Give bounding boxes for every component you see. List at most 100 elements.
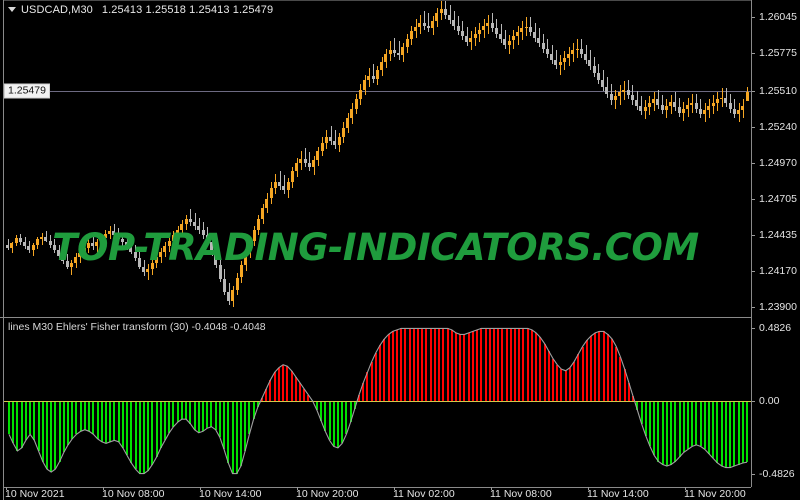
fisher-histogram-bar xyxy=(41,401,44,462)
fisher-histogram-bar xyxy=(303,388,306,401)
fisher-histogram-bar xyxy=(471,331,474,401)
candle-body xyxy=(541,43,545,49)
fisher-histogram-bar xyxy=(324,401,327,432)
fisher-histogram-bar xyxy=(450,329,453,401)
fisher-histogram-bar xyxy=(492,328,495,401)
candle-body xyxy=(120,239,124,243)
candle-body xyxy=(184,218,188,225)
fisher-histogram-bar xyxy=(261,397,264,401)
candle-body xyxy=(307,163,311,168)
fisher-histogram-bar xyxy=(298,382,301,401)
fisher-histogram-bar xyxy=(636,401,639,411)
candle-wick xyxy=(547,39,549,59)
fisher-histogram-bar xyxy=(366,372,369,401)
fisher-histogram-bar xyxy=(670,401,673,465)
candle-wick xyxy=(122,232,124,247)
candle-body xyxy=(337,137,341,146)
chevron-down-icon[interactable] xyxy=(8,6,16,12)
left-axis-border xyxy=(3,0,4,500)
price-axis-tick xyxy=(752,127,755,128)
fisher-histogram-bar xyxy=(113,401,116,441)
fisher-histogram-bar xyxy=(606,334,609,401)
candle-body xyxy=(82,247,86,253)
indicator-pane[interactable] xyxy=(4,318,751,487)
candle-body xyxy=(537,37,541,44)
fisher-histogram-bar xyxy=(649,401,651,447)
price-axis-label: 1.25510 xyxy=(759,85,797,97)
candle-body xyxy=(592,66,596,74)
fisher-histogram-bar xyxy=(155,401,158,457)
indicator-axis-label: 0.00 xyxy=(759,395,780,407)
candle-body xyxy=(469,37,473,42)
candle-body xyxy=(711,103,715,106)
candle-body xyxy=(686,104,689,109)
candle-body xyxy=(231,289,235,301)
price-axis[interactable]: 1.26045 1.25775 1.25510 1.25240 1.24970 1.247… xyxy=(752,0,800,317)
candle-body xyxy=(380,62,383,71)
time-axis-tick xyxy=(491,487,492,490)
candle-body xyxy=(511,36,515,41)
fisher-histogram-bar xyxy=(349,401,352,423)
fisher-histogram-bar xyxy=(214,401,217,430)
ohlc-values: 1.25413 1.25518 1.25413 1.25479 xyxy=(101,4,274,16)
fisher-histogram-bar xyxy=(345,401,348,435)
fisher-histogram-bar xyxy=(446,328,449,401)
fisher-histogram-bar xyxy=(674,401,677,462)
fisher-histogram-bar xyxy=(547,351,550,401)
fisher-histogram-bar xyxy=(67,401,70,445)
fisher-histogram-bar xyxy=(239,401,242,467)
candle-body xyxy=(452,20,456,26)
fisher-histogram-bar xyxy=(8,401,10,435)
fisher-histogram-bar xyxy=(577,354,580,401)
fisher-histogram-bar xyxy=(88,401,91,432)
fisher-histogram-bar xyxy=(151,401,154,465)
fisher-histogram-bar xyxy=(442,328,445,401)
time-axis-tick xyxy=(200,487,201,490)
candle-wick xyxy=(113,224,115,238)
candle-body xyxy=(494,28,498,34)
fisher-histogram-bar xyxy=(594,332,597,401)
candle-body xyxy=(392,50,396,53)
fisher-histogram-bar xyxy=(433,328,436,401)
fisher-histogram-bar xyxy=(395,329,398,401)
fisher-histogram-bar xyxy=(467,332,470,401)
fisher-histogram-bar xyxy=(703,401,706,450)
candle-body xyxy=(65,261,69,267)
candle-body xyxy=(486,22,490,26)
candle-body xyxy=(74,257,77,263)
candle-body xyxy=(57,250,60,256)
candle-body xyxy=(197,225,201,230)
fisher-histogram-bar xyxy=(235,401,238,474)
candle-body xyxy=(728,103,732,109)
candle-body xyxy=(405,39,409,48)
candle-body xyxy=(108,231,111,234)
fisher-histogram-bar xyxy=(455,332,458,401)
candle-body xyxy=(567,54,570,59)
fisher-histogram-bar xyxy=(62,401,65,453)
candle-body xyxy=(244,252,247,266)
time-axis[interactable]: 10 Nov 2021 10 Nov 08:00 10 Nov 14:00 10 No… xyxy=(0,487,800,500)
candle-body xyxy=(282,186,286,191)
candle-body xyxy=(299,159,303,164)
time-axis-label: 11 Nov 20:00 xyxy=(684,488,746,500)
candle-body xyxy=(720,97,723,100)
fisher-histogram-bar xyxy=(682,401,685,453)
fisher-histogram-bar xyxy=(539,337,542,401)
candle-body xyxy=(435,13,439,22)
candle-body xyxy=(218,265,222,279)
candle-body xyxy=(439,9,443,14)
time-axis-label: 11 Nov 14:00 xyxy=(587,488,649,500)
time-axis-label: 10 Nov 2021 xyxy=(5,488,65,500)
fisher-histogram-bar xyxy=(231,401,234,474)
price-axis-label: 1.26045 xyxy=(759,11,797,23)
candle-body xyxy=(737,109,740,115)
candle-wick xyxy=(147,263,149,281)
fisher-histogram-bar xyxy=(201,401,204,432)
candle-body xyxy=(125,242,128,247)
indicator-axis-label: -0.4826 xyxy=(759,468,795,480)
price-chart-pane[interactable] xyxy=(4,1,751,317)
fisher-histogram-bar xyxy=(505,328,508,401)
indicator-axis[interactable]: 0.4826 0.00 -0.4826 xyxy=(752,318,800,487)
fisher-histogram-bar xyxy=(387,334,390,401)
price-axis-label: 1.24170 xyxy=(759,265,797,277)
